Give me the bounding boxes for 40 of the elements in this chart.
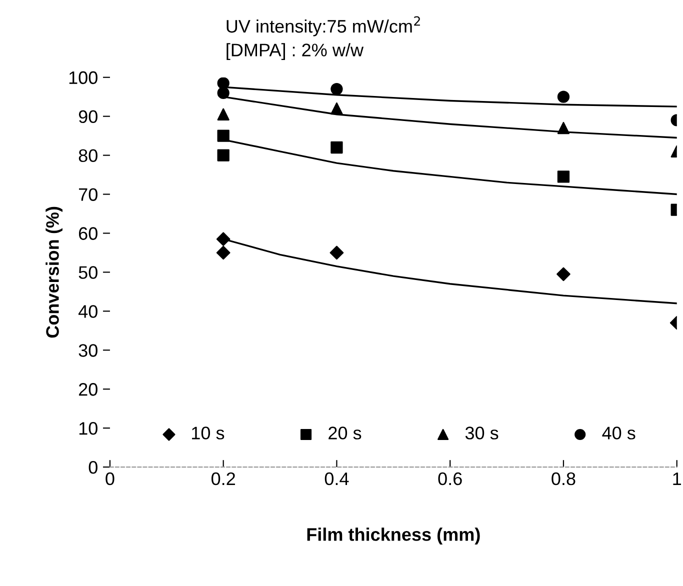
y-tick-label: 70 [79,188,98,201]
x-tick-label: 0.4 [324,472,349,486]
point [557,170,570,183]
y-axis-title: Conversion (%) [46,206,62,338]
legend-label: 10 s [192,426,224,440]
text: UV intensity:75 mW/cm$^{2}$ [226,16,420,36]
point [330,102,343,115]
x-tick-label: 0.6 [438,472,462,486]
x-axis-title: Film thickness (mm) [307,528,480,544]
point [216,246,230,260]
point [330,246,344,260]
y-tick-label: 80 [78,149,98,162]
point [217,130,230,142]
x-tick-label: 0 [106,472,114,486]
point [217,149,230,162]
y-tick-label: 40 [78,305,98,318]
legend-label: 20 s [328,426,362,440]
y-tick-label: 100 [69,71,98,84]
point [330,141,343,154]
point [556,267,570,282]
y-tick-label: 0 [88,460,98,474]
legend-label: 40 s [602,426,636,440]
x-tick-label: 0.2 [212,472,235,486]
point [217,108,230,120]
y-tick-label: 50 [78,266,98,279]
point [217,86,230,100]
point [557,90,570,103]
point [557,122,570,134]
x-tick-label: 1 [673,472,681,485]
y-tick-label: 90 [78,110,98,124]
y-tick-label: 30 [78,344,98,357]
text: [DMPA] : 2% w/w [226,43,364,60]
point [216,232,230,246]
y-tick-label: 20 [78,383,98,396]
x-tick-label: 0.8 [552,472,576,486]
point [217,77,230,90]
y-tick-label: 10 [79,422,98,435]
legend-label: 30 s [465,426,498,440]
y-tick-label: 60 [78,227,98,240]
point [330,82,343,96]
